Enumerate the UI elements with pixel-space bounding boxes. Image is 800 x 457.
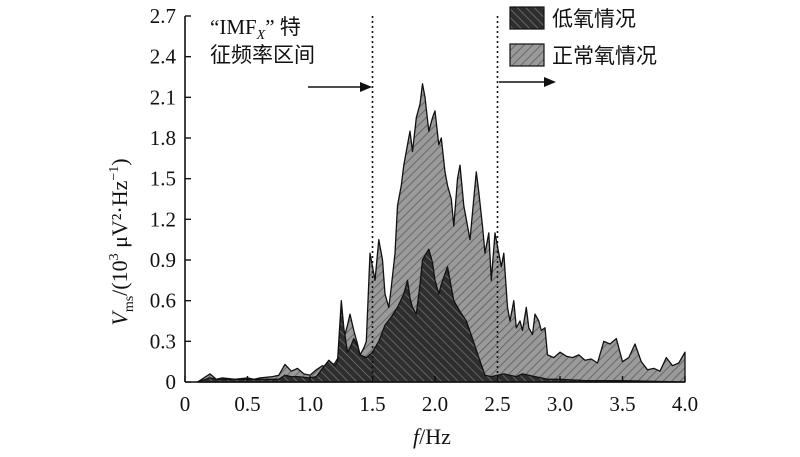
y-tick-label: 0.6 — [150, 289, 176, 313]
plot-area: 0 0.5 1.0 1.5 2.0 2.5 3.0 3.5 4.0 0 0.3 0.6 0.9 1.2 1… — [150, 4, 698, 416]
y-tick-label: 0.9 — [150, 248, 176, 272]
x-tick-label: 3.5 — [609, 392, 635, 416]
y-title-paren: /(10 — [107, 260, 132, 295]
right-arrow-icon — [499, 77, 556, 87]
x-tick-label: 2.5 — [484, 392, 510, 416]
x-tick-label: 3.0 — [547, 392, 573, 416]
y-title-unit: μV²·Hz — [107, 180, 132, 253]
legend-label-low-oxygen: 低氧情况 — [552, 7, 636, 31]
y-tick-label: 0.3 — [150, 329, 176, 353]
legend-item-low-oxygen: 低氧情况 — [509, 6, 636, 31]
y-title-close: ) — [107, 158, 132, 165]
annotation-quote-close: ” 特 — [265, 15, 301, 39]
imf-band-annotation: “IMFX” 特 征频率区间 — [210, 15, 556, 92]
y-axis-ticks: 0 0.3 0.6 0.9 1.2 1.5 1.8 2.1 2.4 2.7 — [150, 4, 191, 394]
y-tick-label: 2.1 — [150, 85, 176, 109]
y-tick-label: 1.8 — [150, 126, 176, 150]
x-tick-label: 0.5 — [234, 392, 260, 416]
left-arrow-icon — [308, 82, 372, 92]
y-title-sub: ms — [122, 296, 137, 312]
legend-swatch-low-oxygen — [509, 6, 545, 30]
y-tick-label: 2.4 — [150, 45, 177, 69]
x-tick-label: 1.0 — [297, 392, 323, 416]
y-tick-label: 0 — [166, 370, 177, 394]
x-tick-label: 1.5 — [359, 392, 385, 416]
x-tick-label: 0 — [180, 392, 191, 416]
x-tick-label: 2.0 — [422, 392, 448, 416]
x-title-rest: /Hz — [419, 424, 451, 449]
y-tick-label: 1.2 — [150, 207, 176, 231]
x-axis-title: f/Hz — [413, 424, 451, 449]
x-axis-ticks: 0 0.5 1.0 1.5 2.0 2.5 3.0 3.5 4.0 — [180, 376, 698, 416]
frequency-boundary-lines — [371, 16, 499, 382]
annotation-imf-sub: X — [256, 28, 266, 43]
y-axis-title: Vms/(103 μV²·Hz−1) — [107, 158, 137, 325]
y-title-sup: 3 — [107, 253, 122, 260]
legend-swatch-normal-oxygen — [509, 43, 545, 67]
y-tick-label: 2.7 — [150, 4, 176, 28]
y-tick-label: 1.5 — [150, 167, 176, 191]
series-area-normal-oxygen — [196, 83, 686, 383]
annotation-imf: “IMF — [210, 15, 257, 39]
legend: 低氧情况 正常氧情况 — [509, 6, 657, 68]
series-layer — [196, 83, 686, 383]
x-tick-label: 4.0 — [672, 392, 698, 416]
legend-label-normal-oxygen: 正常氧情况 — [552, 44, 657, 68]
x-title-italic: f — [413, 424, 422, 449]
y-title-main: V — [107, 310, 132, 326]
annotation-line-1: “IMFX” 特 — [210, 15, 301, 43]
legend-item-normal-oxygen: 正常氧情况 — [509, 43, 657, 68]
y-title-sup2: −1 — [107, 166, 122, 181]
annotation-line-2: 征频率区间 — [210, 43, 315, 67]
series-area-low-oxygen — [196, 248, 686, 383]
